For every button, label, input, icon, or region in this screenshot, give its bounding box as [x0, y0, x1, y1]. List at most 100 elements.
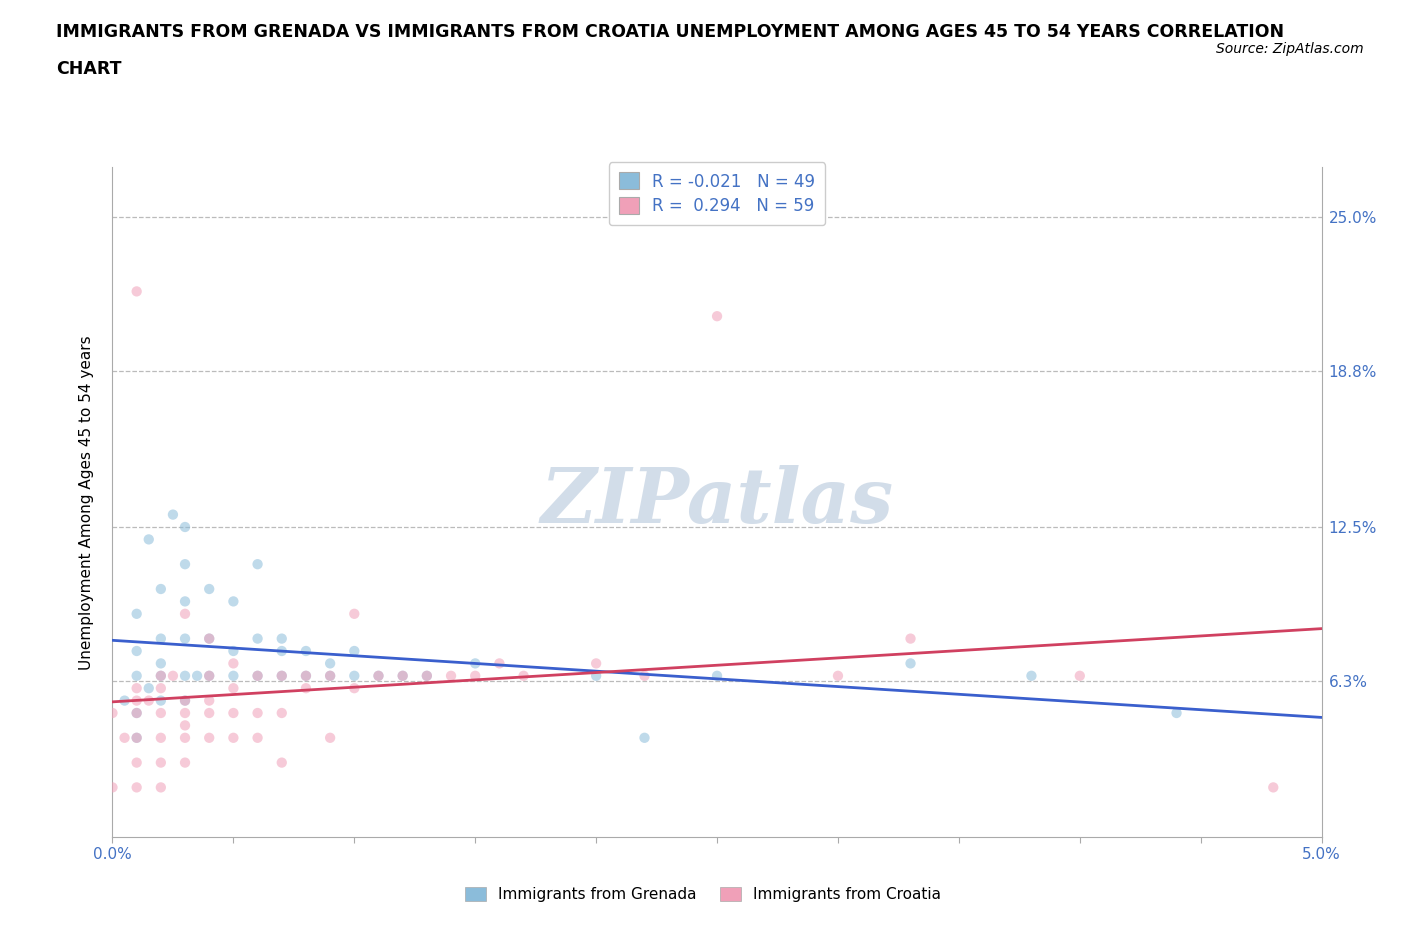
Point [125, 730, 148, 745]
Point [125, 780, 148, 795]
Point [270, 644, 292, 658]
Point [149, 631, 172, 646]
Point [488, 656, 510, 671]
Point [706, 669, 728, 684]
Point [162, 507, 184, 522]
Point [319, 669, 342, 684]
Text: CHART: CHART [56, 60, 122, 78]
Point [149, 693, 172, 708]
Point [138, 693, 160, 708]
Point [222, 730, 245, 745]
Point [222, 594, 245, 609]
Point [149, 730, 172, 745]
Point [391, 669, 413, 684]
Point [198, 669, 221, 684]
Text: Source: ZipAtlas.com: Source: ZipAtlas.com [1216, 42, 1364, 56]
Point [149, 669, 172, 684]
Point [343, 681, 366, 696]
Point [319, 730, 342, 745]
Point [1166, 706, 1188, 721]
Point [125, 693, 148, 708]
Point [464, 656, 486, 671]
Point [125, 730, 148, 745]
Point [246, 706, 269, 721]
Point [391, 669, 413, 684]
Point [174, 631, 197, 646]
Point [246, 730, 269, 745]
Point [162, 669, 184, 684]
Point [343, 606, 366, 621]
Point [440, 669, 463, 684]
Point [222, 669, 245, 684]
Point [125, 706, 148, 721]
Point [125, 706, 148, 721]
Point [198, 669, 221, 684]
Point [174, 594, 197, 609]
Point [149, 706, 172, 721]
Point [198, 706, 221, 721]
Point [125, 284, 148, 299]
Point [246, 557, 269, 572]
Point [416, 669, 439, 684]
Text: IMMIGRANTS FROM GRENADA VS IMMIGRANTS FROM CROATIA UNEMPLOYMENT AMONG AGES 45 TO: IMMIGRANTS FROM GRENADA VS IMMIGRANTS FR… [56, 23, 1284, 41]
Point [512, 669, 534, 684]
Point [149, 581, 172, 596]
Point [149, 681, 172, 696]
Point [125, 644, 148, 658]
Point [416, 669, 439, 684]
Point [222, 681, 245, 696]
Point [174, 755, 197, 770]
Point [125, 669, 148, 684]
Point [174, 706, 197, 721]
Point [174, 557, 197, 572]
Point [246, 669, 269, 684]
Point [174, 693, 197, 708]
Point [295, 681, 318, 696]
Y-axis label: Unemployment Among Ages 45 to 54 years: Unemployment Among Ages 45 to 54 years [79, 335, 94, 670]
Point [464, 669, 486, 684]
Point [319, 656, 342, 671]
Point [585, 669, 607, 684]
Point [186, 669, 208, 684]
Text: ZIPatlas: ZIPatlas [540, 465, 894, 539]
Point [246, 631, 269, 646]
Point [174, 520, 197, 535]
Point [149, 656, 172, 671]
Point [222, 656, 245, 671]
Point [900, 631, 922, 646]
Point [1021, 669, 1043, 684]
Point [222, 644, 245, 658]
Point [114, 730, 136, 745]
Point [827, 669, 849, 684]
Point [367, 669, 389, 684]
Point [174, 718, 197, 733]
Point [343, 644, 366, 658]
Point [138, 532, 160, 547]
Legend: R = -0.021   N = 49, R =  0.294   N = 59: R = -0.021 N = 49, R = 0.294 N = 59 [609, 163, 825, 225]
Point [633, 730, 655, 745]
Point [101, 706, 124, 721]
Point [295, 644, 318, 658]
Point [125, 606, 148, 621]
Point [222, 706, 245, 721]
Point [270, 669, 292, 684]
Point [198, 730, 221, 745]
Point [633, 669, 655, 684]
Point [198, 581, 221, 596]
Point [198, 631, 221, 646]
Point [367, 669, 389, 684]
Point [174, 606, 197, 621]
Point [270, 669, 292, 684]
Point [149, 755, 172, 770]
Point [585, 656, 607, 671]
Point [198, 631, 221, 646]
Point [174, 669, 197, 684]
Point [270, 631, 292, 646]
Point [1263, 780, 1285, 795]
Point [174, 693, 197, 708]
Point [125, 681, 148, 696]
Legend: Immigrants from Grenada, Immigrants from Croatia: Immigrants from Grenada, Immigrants from… [458, 881, 948, 909]
Point [198, 693, 221, 708]
Point [706, 309, 728, 324]
Point [270, 755, 292, 770]
